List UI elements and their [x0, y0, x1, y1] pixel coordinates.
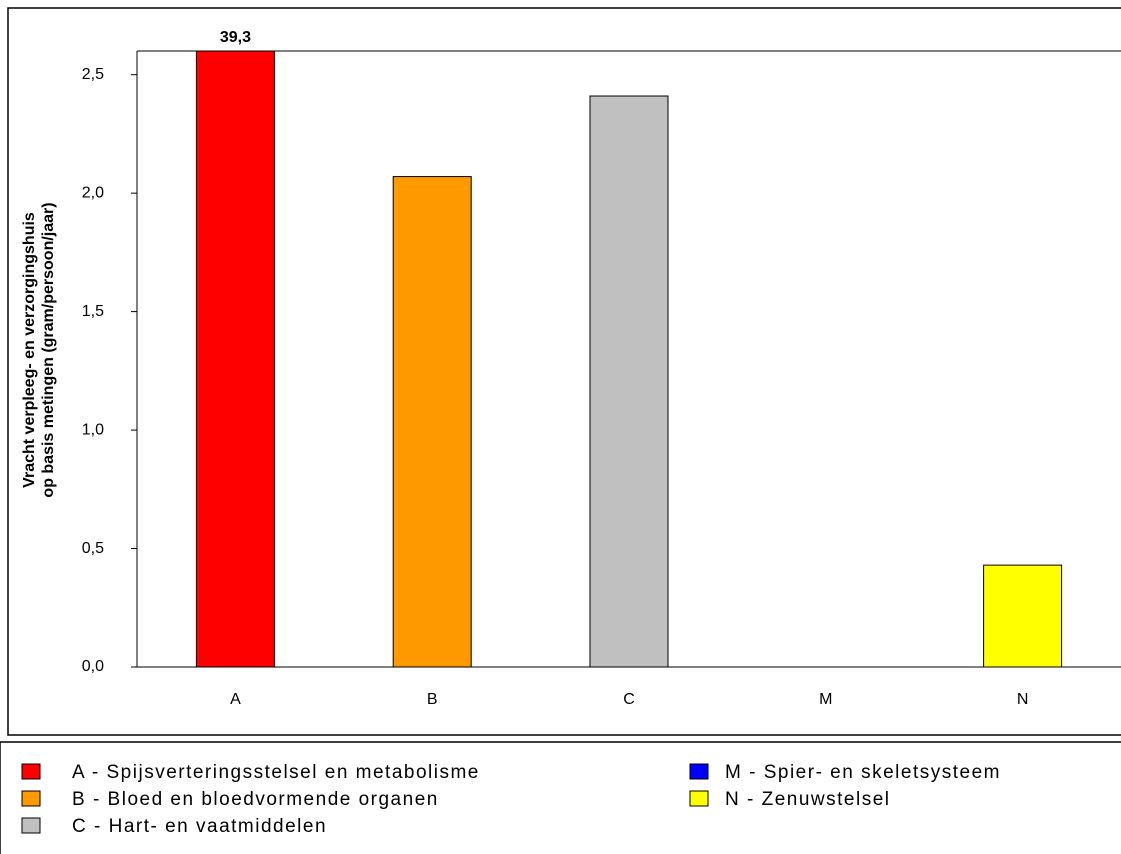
legend: A - Spijsverteringsstelsel en metabolism…	[21, 762, 1001, 837]
legend-label: B - Bloed en bloedvormende organen	[72, 789, 439, 810]
legend-swatch	[21, 817, 41, 834]
y-tick-label: 2,5	[82, 66, 104, 83]
legend-swatch	[21, 790, 41, 807]
legend-swatch	[689, 763, 709, 780]
x-tick-label: A	[230, 691, 241, 708]
x-tick-label: N	[1017, 691, 1029, 708]
y-axis-title-line: op basis metingen (gram/persoon/jaar)	[40, 202, 57, 497]
legend-frame	[0, 741, 1121, 854]
x-tick-label: M	[819, 691, 832, 708]
plot-area	[195, 51, 1063, 668]
legend-label: A - Spijsverteringsstelsel en metabolism…	[72, 762, 480, 783]
y-tick-label: 0,5	[82, 540, 104, 557]
bar	[195, 51, 275, 668]
bar	[983, 564, 1063, 668]
chart-frame	[7, 7, 1121, 736]
value-label: 39,3	[220, 29, 251, 46]
y-tick-label: 1,0	[82, 421, 104, 438]
legend-swatch	[689, 790, 709, 807]
y-tick-label: 2,0	[82, 184, 104, 201]
legend-label: N - Zenuwstelsel	[725, 789, 891, 810]
bar	[589, 95, 669, 668]
legend-label: C - Hart- en vaatmiddelen	[72, 816, 327, 837]
x-tick-label: C	[623, 691, 635, 708]
y-tick-label: 1,5	[82, 303, 104, 320]
legend-label: M - Spier- en skeletsysteem	[725, 762, 1001, 783]
y-axis-title-line: Vracht verpleeg- en verzorgingshuis	[21, 212, 38, 488]
legend-swatch	[21, 763, 41, 780]
y-axis-title: Vracht verpleeg- en verzorgingshuis op b…	[21, 202, 57, 497]
bar	[392, 176, 472, 668]
x-tick-label: B	[427, 691, 438, 708]
y-tick-label: 0,0	[82, 658, 104, 675]
